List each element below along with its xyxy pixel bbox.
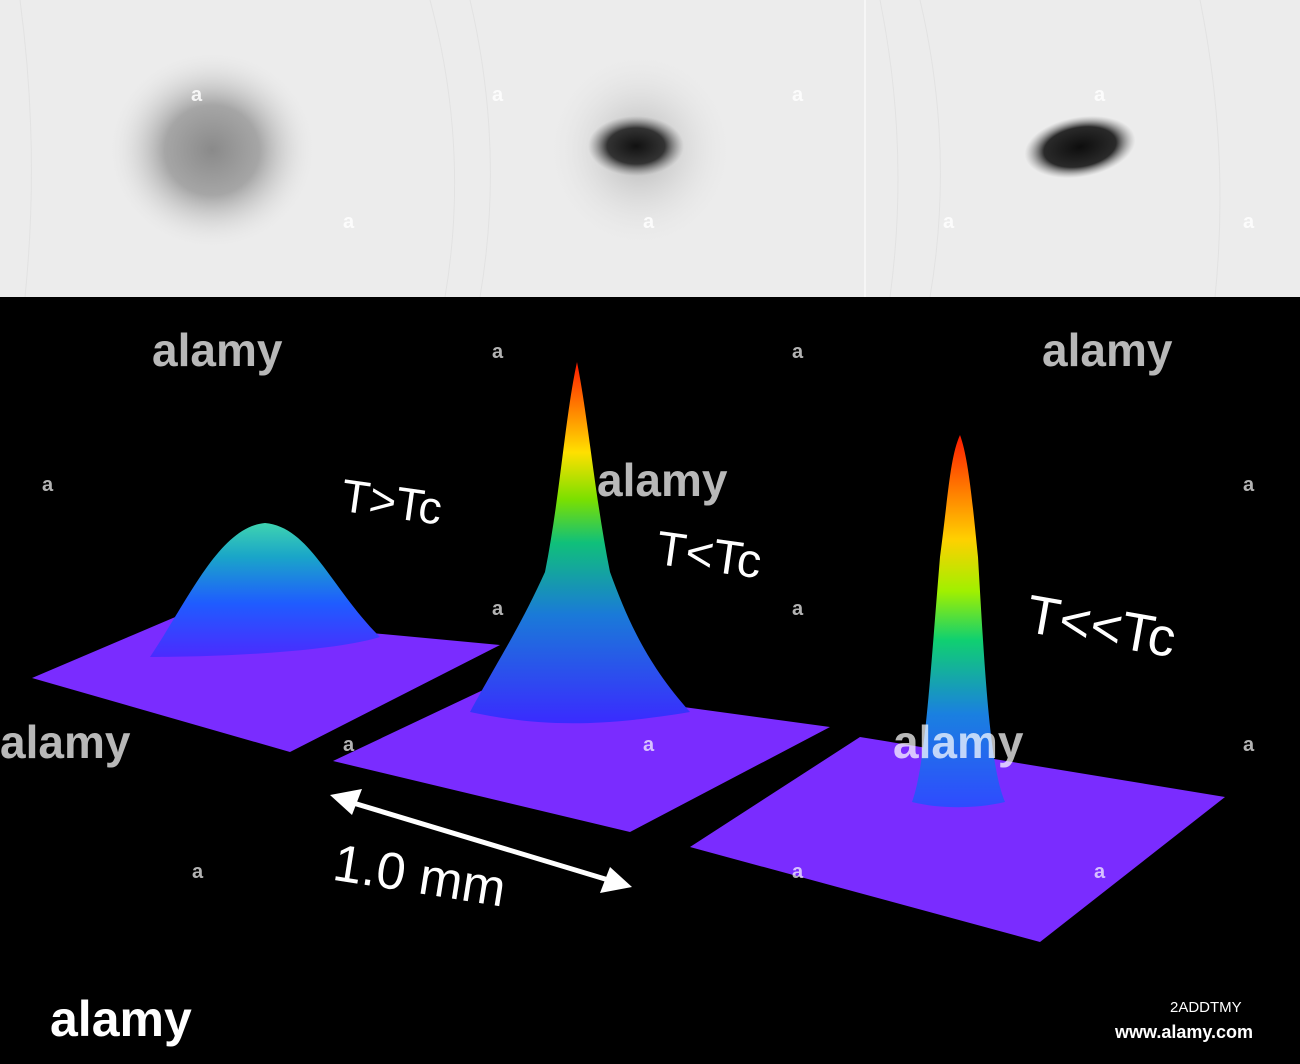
watermark-mark: a	[492, 598, 504, 620]
watermark-mark: a	[42, 474, 54, 496]
watermark-brand: alamy	[152, 324, 283, 376]
surface-base-1	[32, 615, 500, 752]
watermark-mark: a	[492, 84, 504, 106]
watermark-mark: a	[1243, 734, 1255, 756]
absorption-images-panel: a a a a a a a a	[0, 0, 1300, 297]
density-surfaces	[32, 362, 1225, 942]
watermark-logo: alamy	[50, 991, 192, 1047]
watermark-mark: a	[492, 341, 504, 363]
density-plots-panel: T>Tc T<Tc T<<Tc 1.0 mm alamy alamy alamy…	[0, 297, 1300, 1064]
watermark-mark: a	[191, 84, 203, 106]
watermark-mark: a	[943, 211, 955, 233]
scale-arrow	[330, 789, 632, 893]
watermark-mark: a	[343, 211, 355, 233]
label-above-critical: T>Tc	[338, 469, 446, 535]
watermark-mark: a	[792, 341, 804, 363]
watermark-brand: alamy	[893, 716, 1024, 768]
surface-base-3	[690, 737, 1225, 942]
watermark-mark: a	[643, 211, 655, 233]
watermark-mark: a	[792, 861, 804, 883]
site-url: www.alamy.com	[1115, 1022, 1254, 1042]
watermark-brand: alamy	[0, 716, 131, 768]
image-id: 2ADDTMY	[1170, 999, 1242, 1016]
watermark-mark: a	[1243, 211, 1255, 233]
watermark-mark: a	[1094, 84, 1106, 106]
watermark-mark: a	[192, 861, 204, 883]
bimodal-distribution	[470, 362, 690, 724]
watermark-mark: a	[1243, 474, 1255, 496]
watermark-brand: alamy	[1042, 324, 1173, 376]
watermark-mark: a	[792, 598, 804, 620]
watermark-mark: a	[343, 734, 355, 756]
pure-condensate-image	[1024, 115, 1136, 179]
thermal-cloud-image	[107, 50, 317, 250]
condensate-peak	[912, 435, 1005, 808]
thermal-distribution	[150, 523, 380, 657]
partial-condensate-core	[588, 116, 684, 176]
absorption-images	[0, 0, 1300, 297]
watermark-mark: a	[1094, 861, 1106, 883]
watermark-brand: alamy	[597, 454, 728, 506]
surface-base-2	[333, 682, 830, 832]
watermark-mark: a	[792, 84, 804, 106]
watermark-mark: a	[643, 734, 655, 756]
